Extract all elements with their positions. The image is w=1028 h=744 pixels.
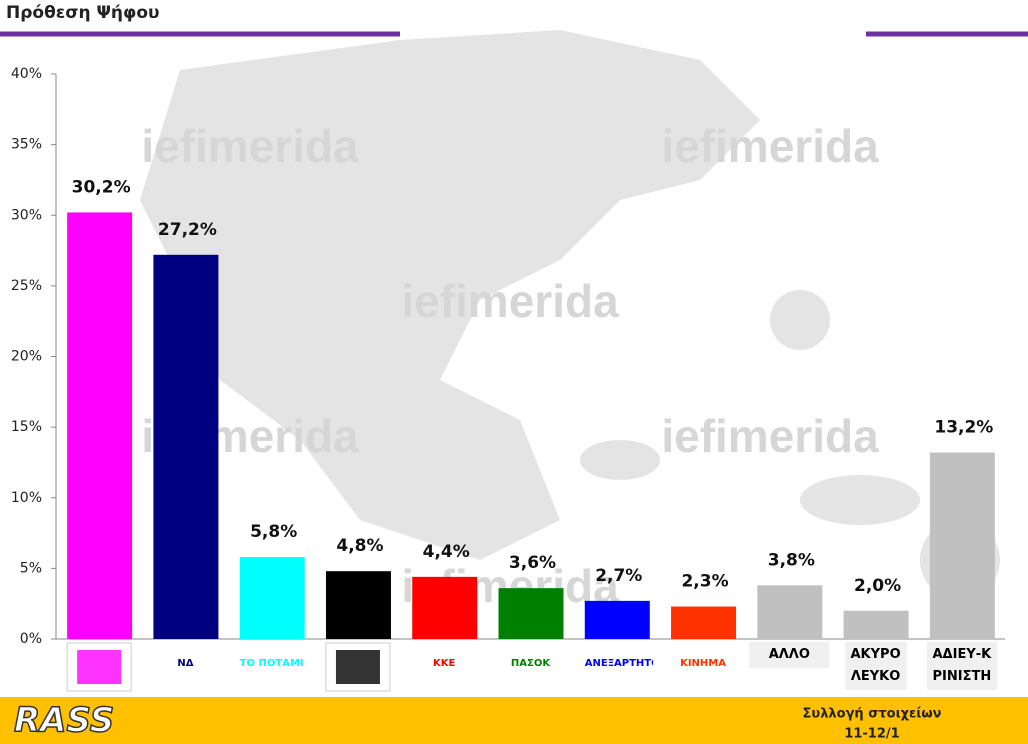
y-tick-label: 20% (11, 349, 42, 365)
value-label: 5,8% (250, 522, 297, 542)
watermark: iefimerida (661, 410, 879, 462)
footer-band (0, 697, 1028, 744)
bar (843, 610, 909, 639)
value-label: 4,4% (423, 542, 470, 562)
footer-note: Συλλογή στοιχείων (803, 707, 942, 722)
bar (929, 452, 995, 639)
x-tick-label: ΝΔ (149, 642, 222, 686)
footer-date: 11-12/1 (844, 727, 899, 742)
bar (498, 588, 564, 639)
x-tick-label: ΑΔΙΕΥ-ΚΡΙΝΙΣΤΗ (926, 642, 997, 690)
x-tick-label: ΚΚΕ (408, 642, 481, 686)
value-label: 3,6% (509, 553, 556, 573)
bar (584, 600, 650, 639)
party-logo-mark (335, 650, 380, 684)
x-tick-label: ΚΙΝΗΜΑ (667, 642, 740, 686)
y-tick-label: 0% (20, 631, 42, 647)
y-tick-label: 10% (11, 490, 42, 506)
value-label: 2,3% (681, 572, 728, 592)
y-tick-label: 25% (11, 278, 42, 294)
chart-title: Πρόθεση Ψήφου (6, 3, 159, 23)
footer-brand: RASS (14, 701, 114, 741)
value-label: 3,8% (768, 550, 815, 570)
value-label: 13,2% (934, 418, 993, 438)
y-tick-label: 5% (20, 560, 42, 576)
x-tick-label: ΤΟ ΠΟΤΑΜΙ (235, 642, 308, 686)
party-logo-mark (77, 650, 122, 684)
y-tick-label: 40% (11, 66, 42, 82)
value-label: 30,2% (72, 177, 131, 197)
bar (325, 571, 391, 639)
value-label: 2,7% (595, 566, 642, 586)
bar (153, 254, 219, 640)
value-label: 2,0% (854, 576, 901, 596)
y-tick-label: 15% (11, 419, 42, 435)
watermark: iefimerida (141, 120, 359, 172)
watermark: iefimerida (661, 120, 879, 172)
bar (412, 576, 478, 639)
x-tick-label: ΑΝΕΞΑΡΤΗΤΟΙ (580, 642, 653, 686)
bar (757, 585, 823, 639)
x-tick-label: ΑΚΥΡΟ ΛΕΥΚΟ (844, 642, 907, 690)
bar (67, 212, 133, 640)
value-label: 4,8% (336, 536, 383, 556)
bar (239, 557, 305, 639)
watermark: iefimerida (401, 275, 619, 327)
x-tick-label: ΑΛΛΟ (749, 642, 830, 668)
x-tick-label: ΠΑΣΟΚ (494, 642, 567, 686)
value-label: 27,2% (158, 220, 217, 240)
y-tick-label: 35% (11, 137, 42, 153)
y-tick-label: 30% (11, 207, 42, 223)
bar (671, 606, 737, 639)
